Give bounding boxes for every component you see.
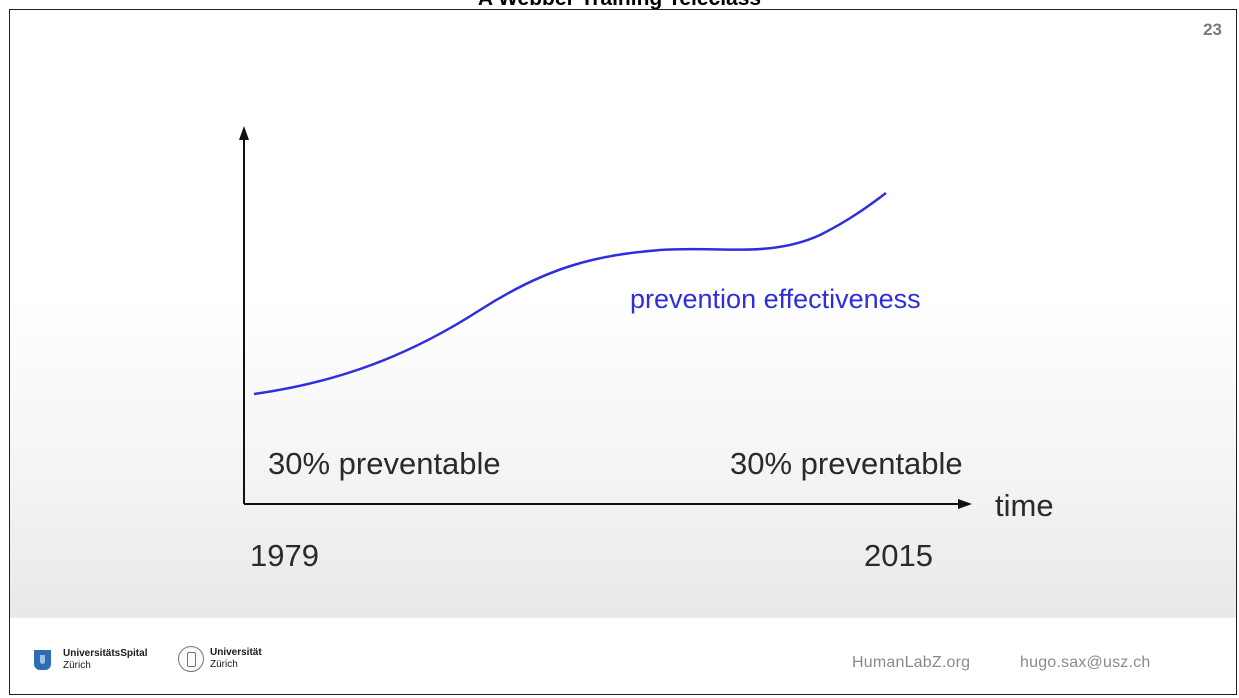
footer-website: HumanLabZ.org — [852, 654, 971, 671]
slide-number: 23 — [1203, 20, 1222, 39]
page-title: A Webber Training Teleclass — [0, 0, 1239, 12]
uzh-city: Zürich — [210, 659, 238, 670]
right-preventable-label: 30% preventable — [730, 446, 963, 481]
slide: 23 prevention effectiveness 30% preventa… — [9, 9, 1237, 695]
footer-email: hugo.sax@usz.ch — [1020, 654, 1151, 671]
x-axis-arrowhead — [958, 499, 972, 509]
usz-name: UniversitätsSpital — [63, 648, 148, 659]
usz-city: Zürich — [63, 660, 91, 671]
y-axis-arrowhead — [239, 126, 249, 140]
usz-shield-icon — [34, 650, 51, 670]
left-preventable-label: 30% preventable — [268, 446, 501, 481]
uzh-name: Universität — [210, 647, 262, 658]
x-axis-label: time — [995, 488, 1054, 523]
slide-footer: UniversitätsSpital Zürich Universität Zü… — [10, 618, 1236, 694]
uzh-logo: Universität Zürich — [178, 646, 262, 672]
curve-label: prevention effectiveness — [630, 284, 921, 314]
prevention-diagram: prevention effectiveness 30% preventable… — [239, 126, 1054, 573]
usz-logo: UniversitätsSpital Zürich — [34, 648, 147, 672]
uzh-seal-icon — [178, 646, 204, 672]
start-year-label: 1979 — [250, 538, 319, 573]
end-year-label: 2015 — [864, 538, 933, 573]
effectiveness-curve — [253, 191, 887, 396]
